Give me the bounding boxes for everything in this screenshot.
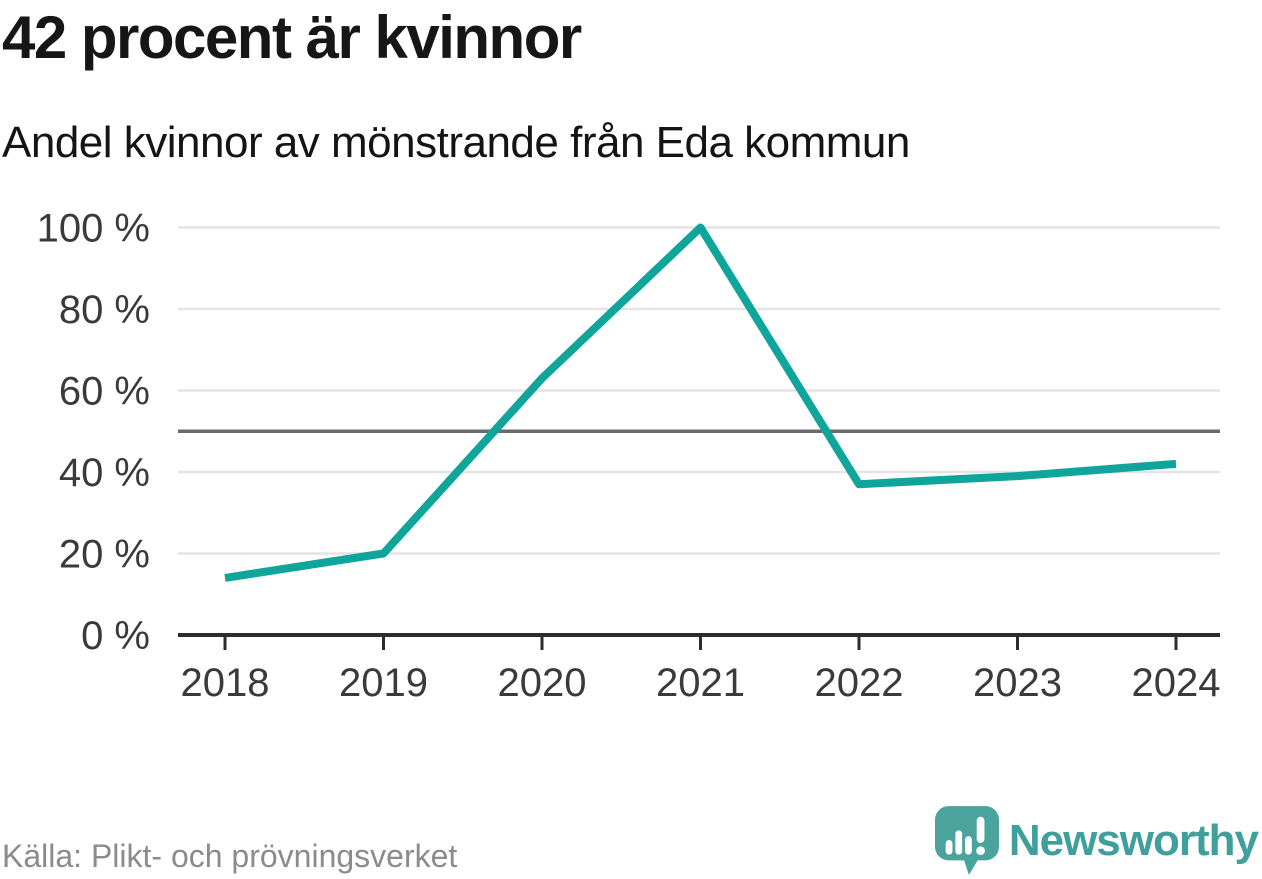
bar-medium	[964, 836, 972, 855]
y-axis-label: 80 %	[59, 288, 150, 332]
exclamation-bar	[976, 816, 985, 843]
y-axis-label: 100 %	[37, 207, 150, 251]
y-axis-label: 60 %	[59, 370, 150, 414]
x-axis-label: 2019	[339, 661, 428, 705]
exclamation-dot	[976, 846, 985, 856]
x-axis-label: 2022	[815, 661, 904, 705]
chart-subtitle: Andel kvinnor av mönstrande från Eda kom…	[2, 118, 910, 167]
y-axis-label: 0 %	[81, 614, 150, 658]
y-axis-label: 40 %	[59, 451, 150, 495]
bar-tall	[955, 830, 962, 855]
x-axis-label: 2021	[656, 661, 745, 705]
x-axis-label: 2018	[181, 661, 270, 705]
chart-title: 42 procent är kvinnor	[2, 4, 582, 71]
data-line-share-of-women	[224, 223, 1177, 582]
source-note: Källa: Plikt- och prövningsverket	[2, 838, 458, 874]
x-axis-label: 2024	[1132, 661, 1221, 705]
x-axis-label: 2020	[498, 661, 587, 705]
newsworthy-logo-icon	[934, 806, 999, 875]
bar-small	[945, 840, 953, 855]
x-axis-label: 2023	[973, 661, 1062, 705]
newsworthy-wordmark: Newsworthy	[1008, 816, 1259, 865]
newsworthy-logo: Newsworthy	[934, 806, 1259, 876]
y-axis-label: 20 %	[59, 533, 150, 577]
